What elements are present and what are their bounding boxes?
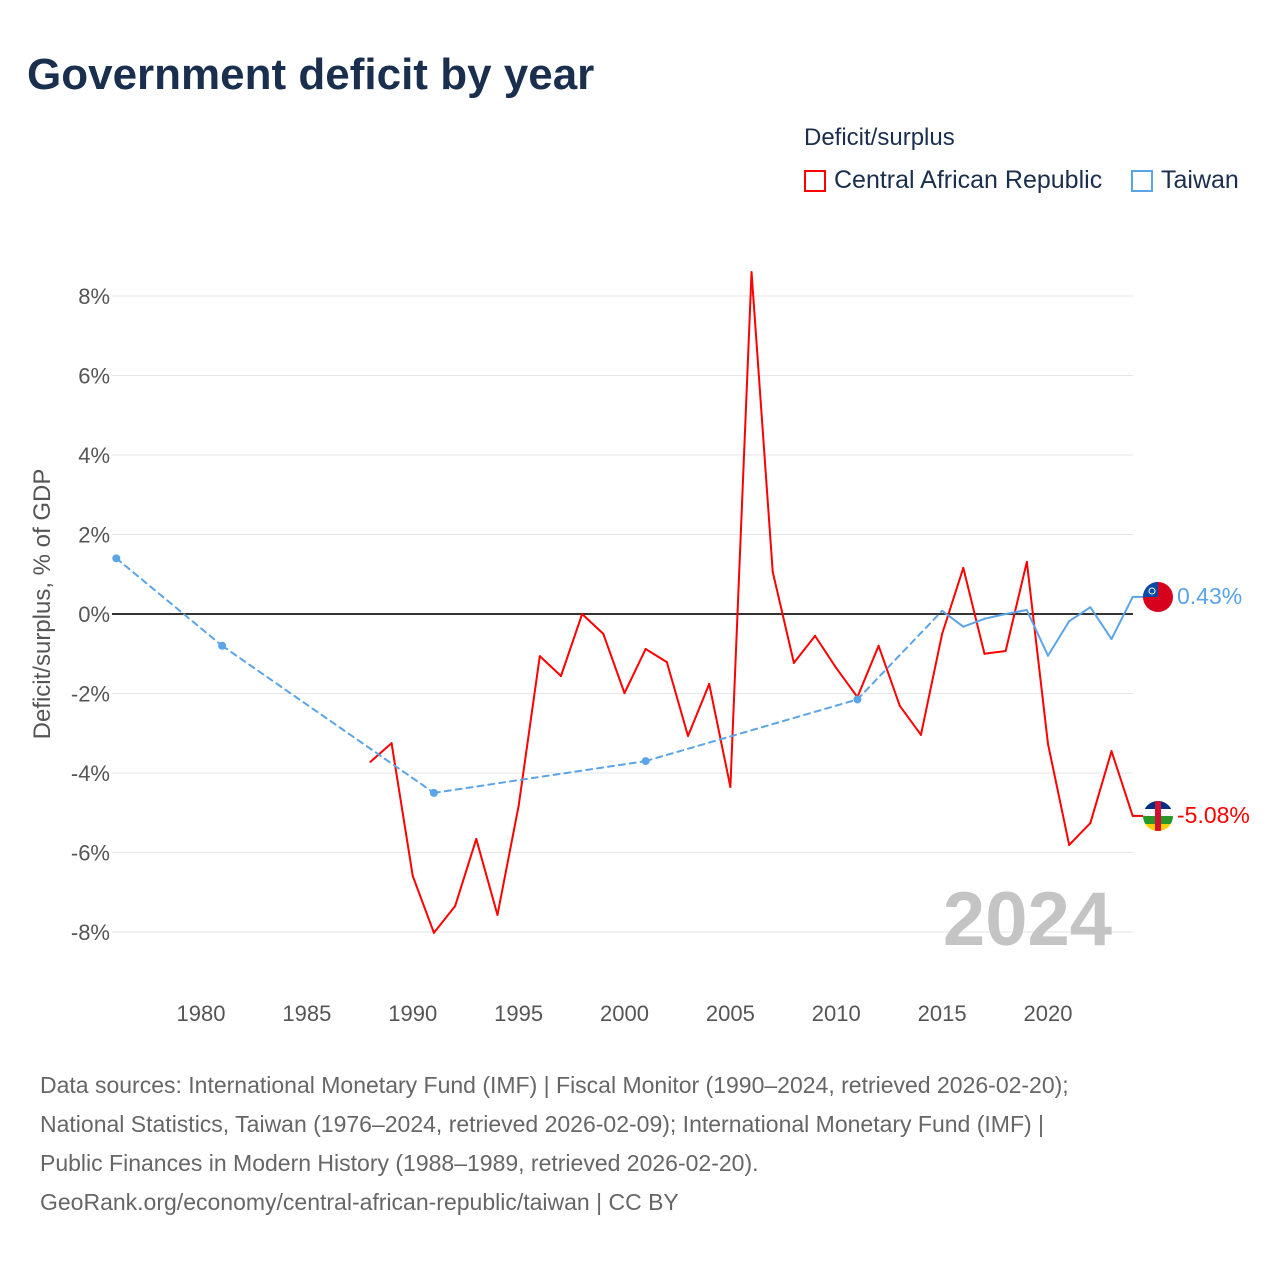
y-tick-label: 0% bbox=[78, 602, 110, 627]
chart-title: Government deficit by year bbox=[27, 50, 595, 99]
series-segment bbox=[687, 682, 711, 738]
series-segment bbox=[496, 804, 520, 916]
data-point[interactable] bbox=[112, 554, 121, 563]
series-segment bbox=[602, 632, 626, 695]
x-tick-label: 2020 bbox=[1024, 1001, 1073, 1026]
series-segment bbox=[856, 609, 944, 701]
series-segment bbox=[983, 613, 1007, 620]
legend-item-taiwan[interactable]: Taiwan bbox=[1131, 166, 1239, 195]
x-tick-label: 2010 bbox=[812, 1001, 861, 1026]
data-point[interactable] bbox=[641, 757, 650, 766]
y-tick-label: 6% bbox=[78, 364, 110, 389]
series-segment bbox=[623, 647, 647, 695]
x-tick-label: 1990 bbox=[388, 1001, 437, 1026]
legend-swatch bbox=[1131, 169, 1153, 192]
x-tick-label: 1995 bbox=[494, 1001, 543, 1026]
series-segment bbox=[835, 667, 859, 699]
series-segment bbox=[792, 634, 817, 664]
series-segment bbox=[1025, 560, 1049, 745]
x-tick-label: 2000 bbox=[600, 1001, 649, 1026]
series-segment bbox=[432, 760, 647, 794]
y-tick-label: -8% bbox=[71, 920, 110, 945]
legend-swatch bbox=[804, 169, 826, 192]
series-segment bbox=[221, 644, 435, 794]
y-tick-label: 8% bbox=[78, 284, 110, 309]
x-tick-label: 2005 bbox=[706, 1001, 755, 1026]
legend-label: Taiwan bbox=[1161, 166, 1239, 194]
legend-title: Deficit/surplus bbox=[804, 124, 955, 151]
car-flag-icon bbox=[1143, 801, 1173, 831]
series-segment bbox=[475, 837, 499, 916]
series-segment bbox=[1025, 609, 1049, 657]
source-note: Data sources: International Monetary Fun… bbox=[40, 1066, 1240, 1222]
source-line: National Statistics, Taiwan (1976–2024, … bbox=[40, 1111, 1045, 1137]
y-tick-label: -6% bbox=[71, 841, 110, 866]
series-segment bbox=[390, 742, 414, 877]
series-segment bbox=[454, 837, 478, 908]
series-segment bbox=[644, 647, 668, 664]
series-segment bbox=[1068, 606, 1092, 623]
series-segment bbox=[517, 655, 541, 807]
y-tick-label: -2% bbox=[71, 682, 110, 707]
series-segment bbox=[1089, 606, 1113, 641]
y-tick-label: 2% bbox=[78, 523, 110, 548]
series-segment bbox=[729, 271, 753, 788]
series-segment bbox=[898, 704, 922, 736]
legend-item-car[interactable]: Central African Republic bbox=[804, 166, 1102, 195]
data-point[interactable] bbox=[853, 695, 862, 704]
x-tick-label: 1980 bbox=[177, 1001, 226, 1026]
series-segment bbox=[1047, 742, 1071, 846]
series-segment bbox=[750, 271, 774, 573]
series-segment bbox=[962, 617, 986, 628]
y-axis-label: Deficit/surplus, % of GDP bbox=[29, 469, 56, 740]
series-segment bbox=[538, 655, 562, 678]
x-tick-label: 2015 bbox=[918, 1001, 967, 1026]
series-segment bbox=[644, 698, 859, 763]
series-segment bbox=[1110, 595, 1134, 641]
taiwan-end-label: 0.43% bbox=[1177, 583, 1242, 609]
taiwan-flag-icon bbox=[1143, 582, 1173, 612]
series-segment bbox=[962, 566, 986, 655]
x-tick-label: 1985 bbox=[282, 1001, 331, 1026]
series-segment bbox=[1004, 609, 1028, 615]
data-point[interactable] bbox=[429, 788, 438, 797]
source-line: Data sources: International Monetary Fun… bbox=[40, 1072, 1069, 1098]
series-segment bbox=[941, 566, 965, 635]
series-segment bbox=[411, 874, 435, 934]
y-tick-label: 4% bbox=[78, 443, 110, 468]
series-segment bbox=[369, 742, 393, 763]
series-segment bbox=[1089, 750, 1113, 825]
series-segment bbox=[1110, 750, 1134, 817]
year-watermark: 2024 bbox=[943, 877, 1112, 962]
series-segment bbox=[432, 905, 457, 934]
source-url[interactable]: GeoRank.org/economy/central-african-repu… bbox=[40, 1189, 679, 1215]
series-segment bbox=[115, 557, 224, 647]
series-segment bbox=[856, 644, 880, 699]
series-segment bbox=[941, 609, 965, 628]
series-segment bbox=[1004, 560, 1028, 652]
series-segment bbox=[1047, 620, 1071, 657]
series-segment bbox=[559, 613, 584, 678]
line-chart: -8% -6% -4% -2% 0% 2% 4% 6% 8% 1980 1985 1990 1995 20… bbox=[29, 271, 1250, 1026]
series-segment bbox=[708, 682, 732, 788]
data-point[interactable] bbox=[218, 641, 227, 650]
car-end-label: -5.08% bbox=[1177, 802, 1250, 828]
series-segment bbox=[771, 570, 795, 664]
series-segment bbox=[665, 661, 690, 738]
series-segment bbox=[877, 644, 901, 707]
series-segment bbox=[581, 613, 605, 635]
series-segment bbox=[1068, 822, 1092, 846]
legend-label: Central African Republic bbox=[834, 166, 1103, 194]
series-segment bbox=[983, 649, 1007, 655]
y-tick-label: -4% bbox=[71, 761, 110, 786]
series-segment bbox=[919, 632, 944, 736]
series-segment bbox=[814, 634, 838, 670]
source-line: Public Finances in Modern History (1988–… bbox=[40, 1150, 759, 1176]
